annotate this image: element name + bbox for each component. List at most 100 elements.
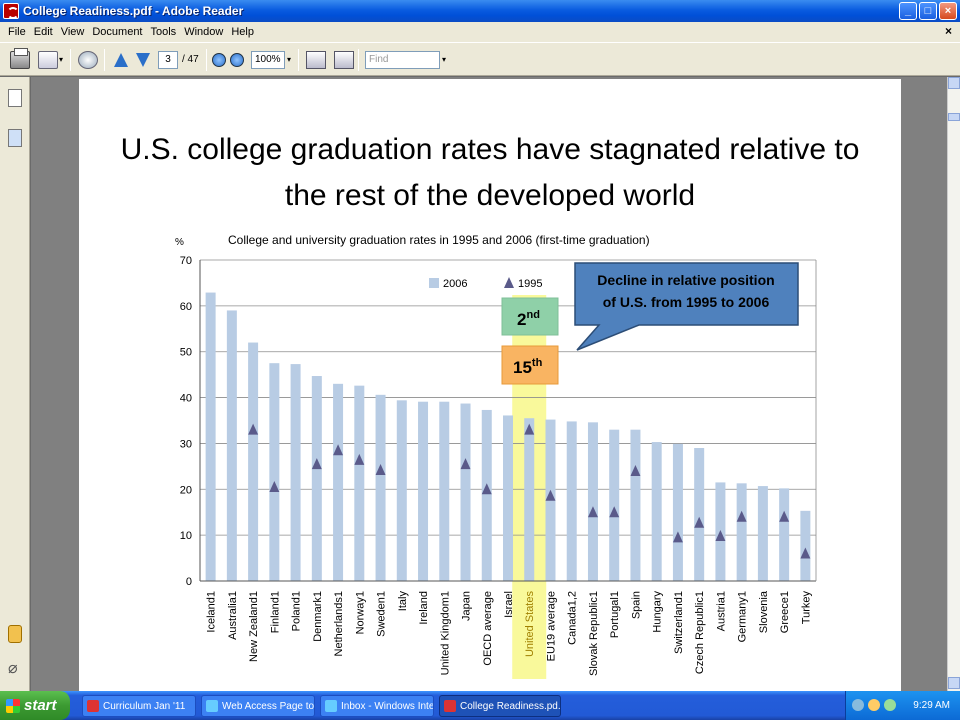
marker-1995: [672, 531, 683, 543]
comments-icon[interactable]: [8, 625, 22, 643]
bar-2006: [226, 310, 237, 581]
taskbar-item-college-readiness[interactable]: College Readiness.pd...: [439, 695, 561, 717]
adobe-reader-icon: [3, 3, 19, 19]
system-tray: 9:29 AM: [845, 691, 960, 720]
menu-help[interactable]: Help: [231, 26, 254, 38]
category-label: Canada1,2: [567, 591, 579, 645]
marker-1995: [311, 458, 322, 470]
y-tick-label: 30: [180, 438, 192, 450]
taskbar-item-inbox[interactable]: Inbox - Windows Inte...: [320, 695, 434, 717]
marker-1995: [587, 506, 598, 518]
tray-network-icon[interactable]: [852, 699, 864, 711]
email-dropdown-icon[interactable]: ▾: [59, 55, 64, 64]
bar-2006: [375, 394, 386, 581]
tray-security-icon[interactable]: [868, 699, 880, 711]
scroll-up-icon[interactable]: [948, 77, 960, 89]
pages-panel-icon[interactable]: [8, 89, 22, 107]
attachments-icon[interactable]: ⌀: [8, 660, 18, 677]
category-label: Norway1: [354, 591, 366, 634]
pdf-page: U.S. college graduation rates have stagn…: [79, 79, 901, 691]
find-input[interactable]: Find: [365, 51, 440, 69]
category-label: Slovak Republic1: [588, 591, 600, 676]
scrollbar-thumb[interactable]: [948, 113, 960, 121]
zoom-in-icon[interactable]: [230, 53, 244, 67]
taskbar-item-label: Curriculum Jan '11: [103, 700, 186, 712]
find-dropdown-icon[interactable]: ▾: [442, 55, 447, 64]
y-tick-label: 20: [180, 484, 192, 496]
category-label: Austria1: [715, 591, 727, 631]
y-tick-label: 60: [180, 301, 192, 313]
tray-volume-icon[interactable]: [884, 699, 896, 711]
y-tick-label: 50: [180, 347, 192, 359]
bar-2006: [205, 292, 216, 581]
menu-edit[interactable]: Edit: [33, 26, 53, 38]
vertical-scrollbar[interactable]: [947, 77, 960, 691]
marker-1995: [481, 483, 492, 495]
bar-2006: [651, 442, 662, 581]
menu-tools[interactable]: Tools: [150, 26, 177, 38]
page-number-input[interactable]: 3: [158, 51, 178, 69]
menu-view[interactable]: View: [60, 26, 85, 38]
bar-2006: [566, 421, 577, 581]
legend-marker-1995: [504, 277, 514, 288]
bar-2006: [354, 385, 365, 581]
marker-1995: [375, 464, 386, 476]
bar-2006: [333, 383, 344, 581]
category-label: Germany1: [737, 591, 749, 642]
bookmarks-panel-icon[interactable]: [8, 129, 22, 147]
category-label: Iceland1: [206, 591, 218, 633]
category-label: Poland1: [291, 591, 303, 631]
category-label: Japan: [461, 591, 473, 621]
taskbar-item-label: Inbox - Windows Inte...: [341, 700, 434, 712]
toolbar-separator: [104, 49, 105, 71]
minimize-button[interactable]: _: [899, 2, 917, 20]
category-label: Netherlands1: [333, 591, 345, 656]
callout-line1: Decline in relative position: [597, 272, 774, 288]
clock: 9:29 AM: [913, 700, 950, 711]
bar-2006: [311, 376, 322, 581]
menu-file[interactable]: File: [8, 26, 26, 38]
document-close-icon[interactable]: ×: [944, 24, 952, 38]
toolbar-separator: [298, 49, 299, 71]
hand-tool-icon[interactable]: [78, 51, 98, 69]
maximize-button[interactable]: □: [919, 2, 937, 20]
internet-explorer-icon: [206, 700, 218, 712]
bar-2006: [800, 510, 811, 581]
menu-window[interactable]: Window: [184, 26, 224, 38]
email-document-icon[interactable]: [38, 51, 58, 69]
marker-1995: [736, 510, 747, 522]
slide-title-line1: U.S. college graduation rates have stagn…: [120, 133, 860, 166]
scroll-down-icon[interactable]: [948, 677, 960, 689]
category-label: Italy: [397, 591, 409, 612]
window-title: College Readiness.pdf - Adobe Reader: [23, 4, 244, 18]
bar-2006: [460, 403, 471, 581]
callout-line2: of U.S. from 1995 to 2006: [603, 294, 770, 310]
chart-title: College and university graduation rates …: [228, 233, 650, 247]
fit-page-icon[interactable]: [306, 51, 326, 69]
bar-2006: [757, 486, 768, 581]
bar-2006: [290, 364, 301, 581]
taskbar-item-web-access[interactable]: Web Access Page to ...: [201, 695, 315, 717]
fit-width-icon[interactable]: [334, 51, 354, 69]
taskbar-item-curriculum[interactable]: Curriculum Jan '11: [82, 695, 196, 717]
menu-document[interactable]: Document: [92, 26, 143, 38]
print-icon[interactable]: [10, 48, 30, 69]
next-page-icon[interactable]: [134, 51, 152, 69]
category-label: Denmark1: [312, 591, 324, 642]
category-label: Portugal1: [609, 591, 621, 638]
close-button[interactable]: ×: [939, 2, 957, 20]
y-tick-label: 40: [180, 393, 192, 405]
zoom-level-input[interactable]: 100%: [251, 51, 285, 69]
document-viewport: U.S. college graduation rates have stagn…: [31, 77, 947, 691]
marker-1995: [694, 516, 705, 528]
zoom-out-icon[interactable]: [212, 53, 226, 67]
window-controls: _ □ ×: [899, 2, 957, 20]
windows-flag-icon: [6, 698, 20, 713]
zoom-dropdown-icon[interactable]: ▾: [287, 55, 292, 64]
category-label: EU19 average: [545, 591, 557, 661]
start-button[interactable]: start: [0, 691, 70, 720]
marker-1995: [248, 423, 259, 435]
previous-page-icon[interactable]: [112, 51, 130, 69]
taskbar-item-label: College Readiness.pd...: [460, 700, 561, 712]
bar-2006: [418, 401, 429, 581]
